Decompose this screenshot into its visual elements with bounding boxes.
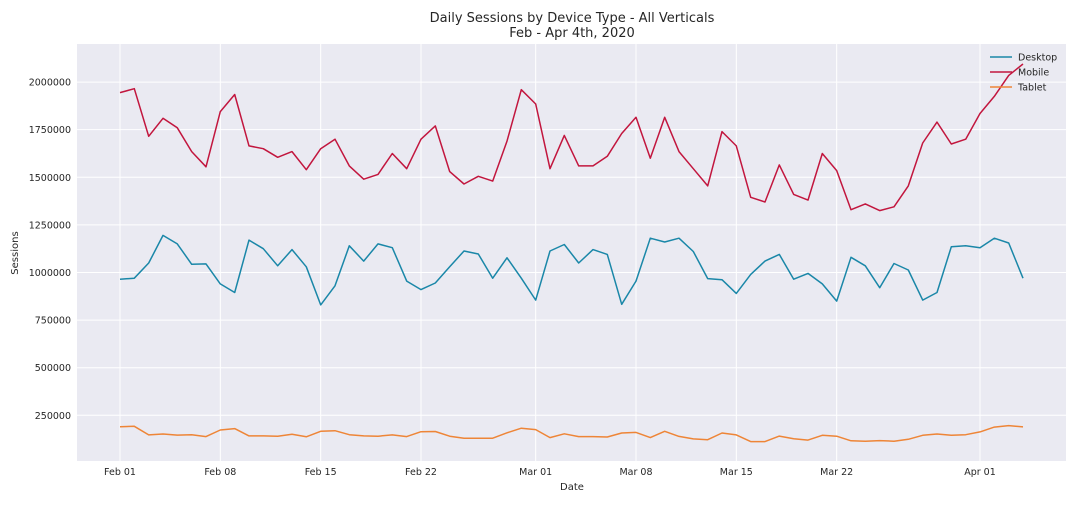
x-axis-label: Date <box>560 482 584 493</box>
y-axis-ticks: 250000 500000 750000 1000000 1250000 1500000 1… <box>29 78 71 422</box>
x-tick-label: Mar 15 <box>720 467 753 478</box>
y-tick-label: 1000000 <box>29 268 71 279</box>
gridlines <box>77 44 1066 461</box>
legend: Desktop Mobile Tablet <box>990 53 1057 94</box>
x-tick-label: Mar 08 <box>619 467 652 478</box>
x-tick-label: Mar 22 <box>820 467 853 478</box>
series-lines <box>119 63 1024 443</box>
chart-subtitle: Feb - Apr 4th, 2020 <box>509 26 635 41</box>
series-line-tablet <box>119 424 1024 443</box>
y-tick-label: 250000 <box>35 411 71 422</box>
series-line-mobile <box>119 63 1024 212</box>
y-tick-label: 1750000 <box>29 125 71 136</box>
y-axis-label: Sessions <box>10 231 21 274</box>
x-tick-label: Feb 01 <box>104 467 136 478</box>
y-tick-label: 750000 <box>35 316 71 327</box>
legend-label-mobile: Mobile <box>1018 68 1049 79</box>
y-tick-label: 500000 <box>35 363 71 374</box>
y-tick-label: 1500000 <box>29 173 71 184</box>
x-tick-label: Feb 08 <box>204 467 236 478</box>
x-tick-label: Feb 15 <box>305 467 337 478</box>
plot-area <box>77 44 1066 461</box>
x-tick-label: Mar 01 <box>519 467 552 478</box>
series-line-desktop <box>119 234 1024 306</box>
legend-label-tablet: Tablet <box>1017 83 1047 94</box>
y-tick-label: 1250000 <box>29 220 71 231</box>
x-tick-label: Apr 01 <box>964 467 996 478</box>
x-tick-label: Feb 22 <box>405 467 437 478</box>
x-axis-ticks: Feb 01 Feb 08 Feb 15 Feb 22 Mar 01 Mar 08 Mar … <box>104 467 996 478</box>
legend-label-desktop: Desktop <box>1018 53 1057 64</box>
chart-title: Daily Sessions by Device Type - All Vert… <box>430 11 715 26</box>
y-tick-label: 2000000 <box>29 78 71 89</box>
